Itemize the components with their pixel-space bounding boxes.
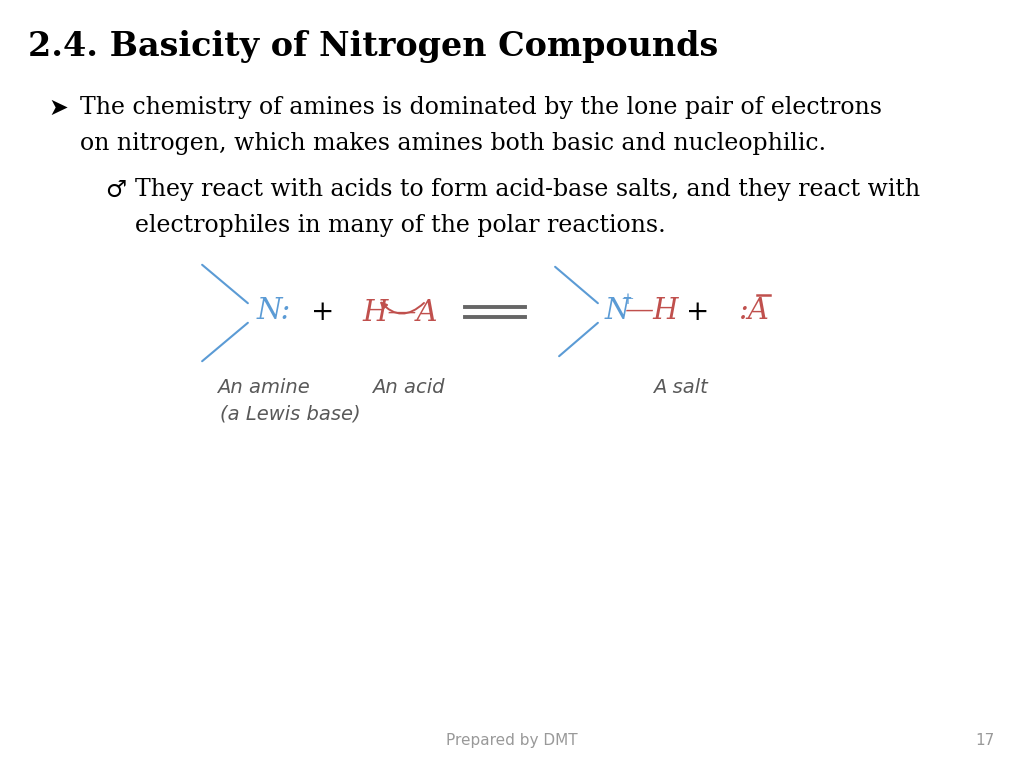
Text: An acid: An acid: [372, 378, 444, 397]
Text: +: +: [620, 290, 634, 307]
Text: 2.4. Basicity of Nitrogen Compounds: 2.4. Basicity of Nitrogen Compounds: [28, 30, 718, 63]
Text: ♂: ♂: [105, 178, 126, 202]
Text: +: +: [686, 300, 710, 326]
Text: N:: N:: [257, 297, 292, 325]
Text: H—A: H—A: [362, 299, 437, 327]
FancyArrowPatch shape: [381, 303, 424, 313]
Text: 17: 17: [976, 733, 995, 748]
Text: +: +: [311, 300, 335, 326]
Text: They react with acids to form acid-base salts, and they react with: They react with acids to form acid-base …: [135, 178, 921, 201]
Text: An amine: An amine: [217, 378, 309, 397]
Text: ➤: ➤: [48, 96, 68, 120]
Text: electrophiles in many of the polar reactions.: electrophiles in many of the polar react…: [135, 214, 666, 237]
Text: (a Lewis base): (a Lewis base): [220, 405, 360, 424]
Text: N: N: [605, 297, 631, 325]
Text: on nitrogen, which makes amines both basic and nucleophilic.: on nitrogen, which makes amines both bas…: [80, 132, 826, 155]
Text: —H: —H: [625, 297, 680, 325]
Text: :A: :A: [737, 297, 768, 325]
Text: The chemistry of amines is dominated by the lone pair of electrons: The chemistry of amines is dominated by …: [80, 96, 882, 119]
Text: Prepared by DMT: Prepared by DMT: [446, 733, 578, 748]
Text: A salt: A salt: [652, 378, 708, 397]
